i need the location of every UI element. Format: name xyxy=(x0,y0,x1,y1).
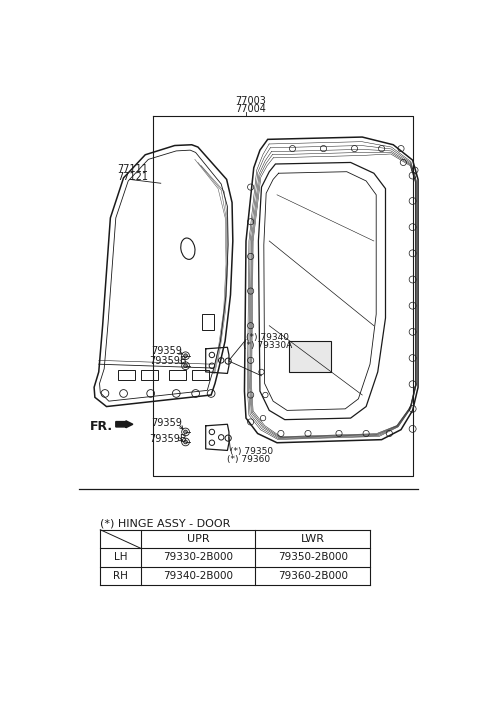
Text: RH: RH xyxy=(113,571,128,581)
Circle shape xyxy=(184,354,188,357)
Bar xyxy=(192,370,209,381)
Circle shape xyxy=(184,430,188,434)
Circle shape xyxy=(184,440,188,444)
Text: (*) 79340: (*) 79340 xyxy=(246,334,289,342)
Bar xyxy=(288,341,331,372)
Text: 79360-2B000: 79360-2B000 xyxy=(277,571,348,581)
Text: UPR: UPR xyxy=(187,534,209,544)
Text: 79330-2B000: 79330-2B000 xyxy=(163,552,233,563)
FancyArrow shape xyxy=(116,420,133,428)
Text: (*) 79330A: (*) 79330A xyxy=(243,341,292,350)
Text: 77004: 77004 xyxy=(235,104,266,114)
Bar xyxy=(142,370,158,381)
Bar xyxy=(168,370,186,381)
Text: 77111: 77111 xyxy=(117,164,148,174)
Text: 79340-2B000: 79340-2B000 xyxy=(163,571,233,581)
Bar xyxy=(118,370,135,381)
Text: 79359B: 79359B xyxy=(149,434,187,444)
Text: 77121: 77121 xyxy=(117,172,148,182)
Text: (*) 79360: (*) 79360 xyxy=(228,455,271,464)
Text: 79359: 79359 xyxy=(152,418,182,428)
Circle shape xyxy=(184,364,188,368)
Bar xyxy=(202,314,214,330)
Text: LH: LH xyxy=(114,552,127,563)
Text: 79350-2B000: 79350-2B000 xyxy=(277,552,348,563)
Text: LWR: LWR xyxy=(300,534,324,544)
Text: FR.: FR. xyxy=(89,420,113,433)
Text: (*) 79350: (*) 79350 xyxy=(230,447,274,456)
Text: 77003: 77003 xyxy=(235,96,266,107)
Text: 79359B: 79359B xyxy=(149,356,187,365)
Text: (*) HINGE ASSY - DOOR: (*) HINGE ASSY - DOOR xyxy=(100,519,231,529)
Text: 79359: 79359 xyxy=(152,347,182,357)
